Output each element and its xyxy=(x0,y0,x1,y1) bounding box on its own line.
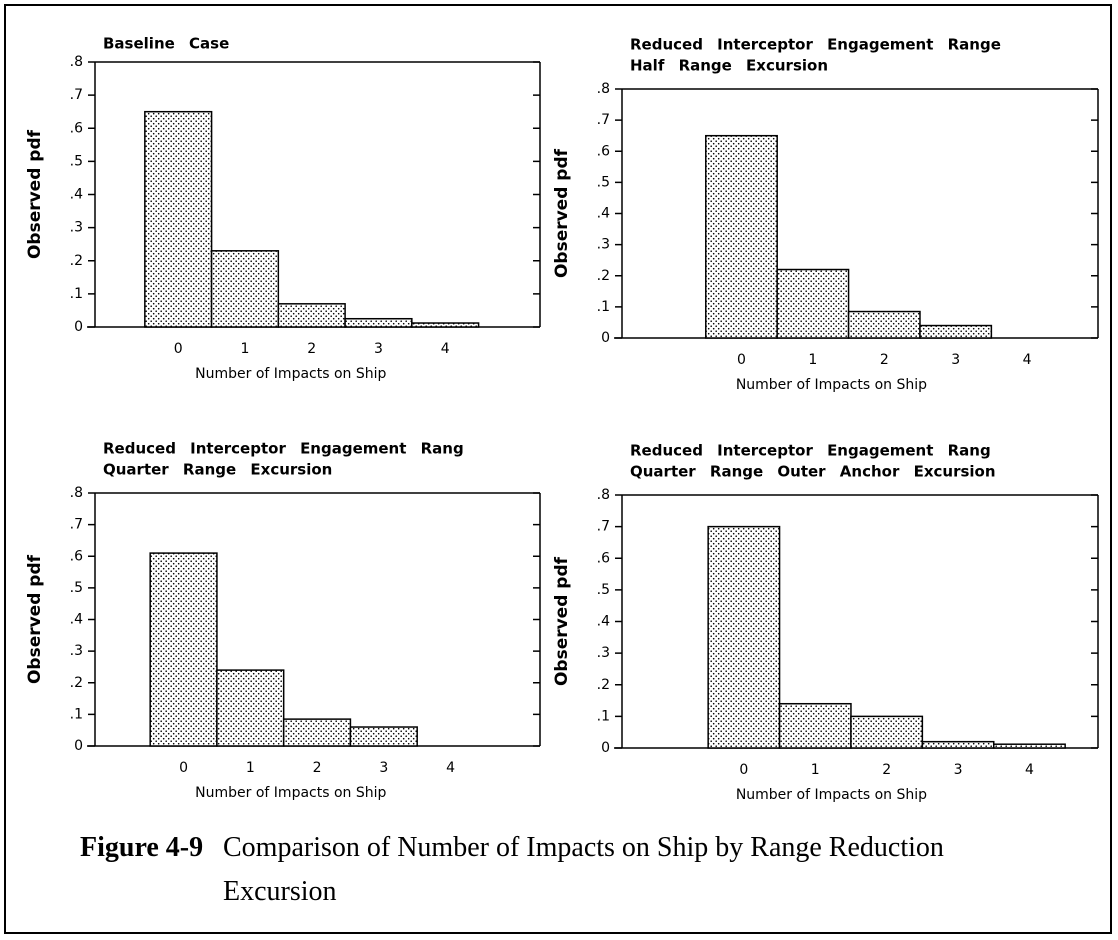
caption-label: Figure 4-9 xyxy=(80,832,204,863)
y-tick-label: .1 xyxy=(70,286,83,302)
bar xyxy=(705,134,778,339)
bar xyxy=(282,718,352,747)
chart-title: Reduced Interceptor Engagement Rang xyxy=(103,440,464,458)
x-tick-label: 3 xyxy=(374,341,383,357)
bar xyxy=(411,322,480,328)
bar xyxy=(277,303,346,328)
x-tick-label: 0 xyxy=(737,352,746,368)
bar xyxy=(850,715,924,749)
x-tick-label: 4 xyxy=(1025,762,1034,778)
chart-subtitle: Half Range Excursion xyxy=(630,57,828,75)
y-tick-label: 0 xyxy=(601,330,610,346)
x-tick-label: 1 xyxy=(241,341,250,357)
bar xyxy=(707,525,781,749)
y-tick-label: 0 xyxy=(601,740,610,756)
bar xyxy=(919,324,993,339)
bar xyxy=(778,702,852,749)
x-tick-label: 4 xyxy=(441,341,450,357)
x-axis-label: Number of Impacts on Ship xyxy=(195,785,386,801)
y-tick-label: .4 xyxy=(597,614,610,630)
frame xyxy=(4,4,1112,934)
y-tick-label: .7 xyxy=(70,517,83,533)
y-tick-label: .5 xyxy=(70,580,83,596)
x-tick-label: 3 xyxy=(951,352,960,368)
y-tick-label: .6 xyxy=(597,550,610,566)
x-tick-label: 2 xyxy=(882,762,891,778)
y-tick-label: .8 xyxy=(70,54,83,70)
x-tick-label: 0 xyxy=(739,762,748,778)
y-tick-label: 0 xyxy=(74,738,83,754)
y-tick-label: .1 xyxy=(597,708,610,724)
x-tick-label: 2 xyxy=(307,341,316,357)
y-tick-label: .8 xyxy=(597,487,610,503)
x-axis-label: Number of Impacts on Ship xyxy=(736,787,927,803)
x-tick-label: 0 xyxy=(179,760,188,776)
y-tick-label: .8 xyxy=(597,81,610,97)
x-axis-label: Number of Impacts on Ship xyxy=(195,366,386,382)
y-axis-label: Observed pdf xyxy=(552,148,572,278)
y-tick-label: .2 xyxy=(70,253,83,269)
y-tick-label: .1 xyxy=(597,299,610,315)
y-tick-label: .6 xyxy=(70,548,83,564)
x-tick-label: 3 xyxy=(954,762,963,778)
bar xyxy=(144,110,213,328)
bar xyxy=(776,268,850,339)
y-tick-label: .6 xyxy=(597,143,610,159)
y-tick-label: .6 xyxy=(70,120,83,136)
y-tick-label: .3 xyxy=(70,643,83,659)
y-tick-label: .1 xyxy=(70,706,83,722)
chart-subtitle: Quarter Range Outer Anchor Excursion xyxy=(630,463,996,481)
y-tick-label: .3 xyxy=(70,220,83,236)
y-tick-label: .7 xyxy=(597,519,610,535)
y-tick-label: .5 xyxy=(597,174,610,190)
y-tick-label: .4 xyxy=(70,187,83,203)
y-tick-label: .7 xyxy=(70,87,83,103)
caption: Figure 4-9 Comparison of Number of Impact… xyxy=(80,826,1060,914)
x-tick-label: 0 xyxy=(174,341,183,357)
y-tick-label: .4 xyxy=(597,206,610,222)
y-axis-label: Observed pdf xyxy=(25,554,45,684)
bar xyxy=(349,726,418,747)
caption-text: Comparison of Number of Impacts on Ship … xyxy=(223,832,944,907)
x-axis-label: Number of Impacts on Ship xyxy=(736,377,927,393)
y-tick-label: .7 xyxy=(597,112,610,128)
bar xyxy=(921,740,995,749)
y-tick-label: .4 xyxy=(70,612,83,628)
x-tick-label: 1 xyxy=(811,762,820,778)
bar xyxy=(210,250,280,328)
x-tick-label: 1 xyxy=(808,352,817,368)
x-tick-label: 1 xyxy=(246,760,255,776)
y-tick-label: 0 xyxy=(74,319,83,335)
chart-title: Reduced Interceptor Engagement Range xyxy=(630,36,1001,54)
bar xyxy=(344,317,413,328)
y-axis-label: Observed pdf xyxy=(25,129,45,259)
y-tick-label: .2 xyxy=(597,677,610,693)
x-tick-label: 3 xyxy=(379,760,388,776)
y-tick-label: .5 xyxy=(597,582,610,598)
y-tick-label: .5 xyxy=(70,153,83,169)
y-axis-label: Observed pdf xyxy=(552,556,572,686)
bar xyxy=(149,552,218,747)
bar xyxy=(847,310,921,339)
bar xyxy=(216,669,285,747)
y-tick-label: .2 xyxy=(70,675,83,691)
chart-subtitle: Quarter Range Excursion xyxy=(103,461,332,479)
x-tick-label: 2 xyxy=(313,760,322,776)
y-tick-label: .3 xyxy=(597,645,610,661)
y-tick-label: .2 xyxy=(597,268,610,284)
chart-title: Baseline Case xyxy=(103,35,229,53)
chart-title: Reduced Interceptor Engagement Rang xyxy=(630,442,991,460)
x-tick-label: 4 xyxy=(1023,352,1032,368)
x-tick-label: 2 xyxy=(880,352,889,368)
y-tick-label: .3 xyxy=(597,237,610,253)
bar xyxy=(993,743,1066,749)
y-tick-label: .8 xyxy=(70,485,83,501)
x-tick-label: 4 xyxy=(446,760,455,776)
